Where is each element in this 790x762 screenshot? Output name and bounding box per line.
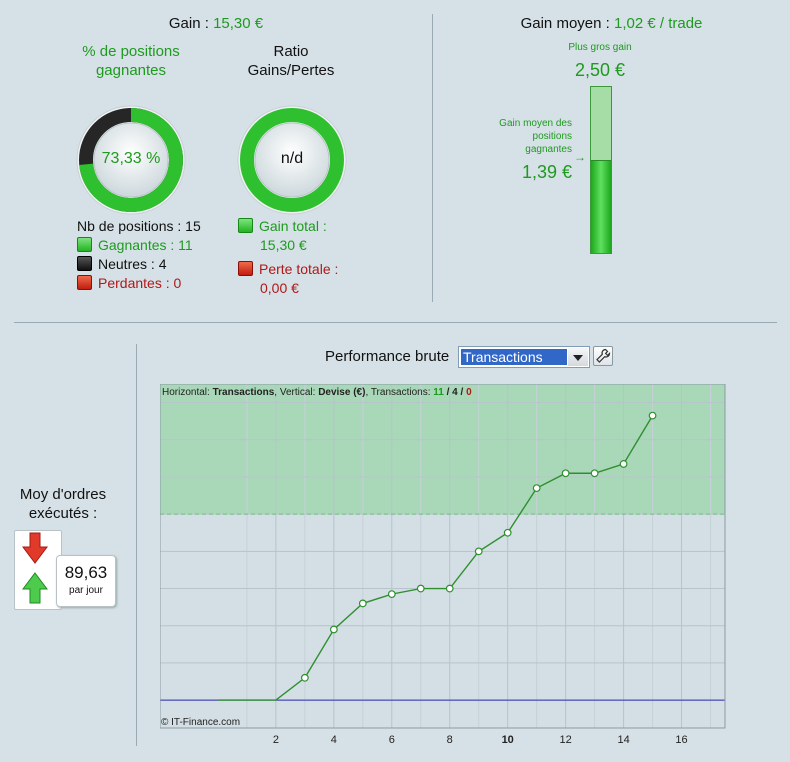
x-tick-label: 6 bbox=[389, 734, 395, 746]
avg-gain-bar bbox=[590, 86, 612, 254]
x-tick-label: 14 bbox=[617, 734, 629, 746]
gain-zone bbox=[160, 384, 725, 515]
data-point bbox=[648, 411, 657, 420]
orders-value: 89,63 bbox=[64, 563, 108, 582]
data-point bbox=[590, 469, 599, 478]
totals-legend: Gain total : 15,30 € Perte totale : 0,00… bbox=[238, 217, 338, 298]
x-tick-label: 2 bbox=[273, 734, 279, 746]
data-point bbox=[474, 547, 483, 556]
biggest-gain-label: Plus gros gain bbox=[568, 42, 632, 53]
legend-winning: Gagnantes : 11 bbox=[77, 236, 201, 255]
gain-total-value: 15,30 € bbox=[260, 237, 307, 253]
orders-label: Moy d'ordres exécutés : bbox=[19, 486, 107, 522]
x-tick-label: 10 bbox=[502, 734, 514, 746]
ratio-title: Ratio Gains/Pertes bbox=[247, 43, 335, 79]
avg-gain-bar-fill bbox=[591, 159, 611, 253]
loss-total: Perte totale : bbox=[238, 260, 338, 279]
plot-border bbox=[159, 383, 726, 729]
avg-winning-label: Gain moyen des positions gagnantes bbox=[499, 118, 572, 155]
positions-count: Nb de positions : 15 bbox=[77, 218, 201, 234]
gain-value: 15,30 € bbox=[213, 15, 264, 32]
wrench-icon[interactable] bbox=[593, 346, 613, 366]
select-value: Transactions bbox=[461, 349, 567, 365]
data-point bbox=[300, 673, 309, 682]
ratio-value: n/d bbox=[280, 150, 304, 167]
orders-value-box: 89,63 par jour bbox=[56, 555, 116, 607]
performance-chart-svg: 24681012141602468101214161015,3Horizonta… bbox=[159, 383, 756, 746]
gain-label: Gain : bbox=[168, 15, 214, 32]
arrow-up-icon bbox=[22, 572, 48, 609]
orders-unit: par jour bbox=[69, 585, 103, 596]
series-line bbox=[217, 415, 654, 701]
legend-neutral: Neutres : 4 bbox=[77, 255, 201, 274]
red-square-icon bbox=[77, 275, 92, 290]
transactions-select[interactable]: Transactions bbox=[458, 346, 590, 368]
gain-total: Gain total : bbox=[238, 217, 338, 236]
arrow-down-icon bbox=[22, 532, 48, 569]
arrow-right-icon: → bbox=[574, 150, 586, 164]
x-tick-label: 12 bbox=[560, 734, 572, 746]
copyright-text: © IT-Finance.com bbox=[161, 717, 240, 728]
data-point bbox=[387, 590, 396, 599]
biggest-gain-value: 2,50 € bbox=[574, 60, 626, 80]
avg-gain-value: 1,02 € / trade bbox=[613, 15, 703, 32]
legend-losing: Perdantes : 0 bbox=[77, 274, 201, 293]
green-square-icon bbox=[77, 237, 92, 252]
x-tick-label: 16 bbox=[675, 734, 687, 746]
avg-gain-summary: Gain moyen : 1,02 € / trade bbox=[520, 15, 703, 32]
data-point bbox=[532, 484, 541, 493]
performance-chart: 24681012141602468101214161015,3Horizonta… bbox=[159, 383, 756, 754]
black-square-icon bbox=[77, 256, 92, 271]
positions-legend: Nb de positions : 15 Gagnantes : 11 Neut… bbox=[77, 217, 201, 293]
data-point bbox=[416, 584, 425, 593]
gain-summary: Gain : 15,30 € bbox=[0, 15, 432, 32]
pct-winning-donut bbox=[76, 105, 186, 215]
top-divider bbox=[432, 14, 433, 302]
section-divider bbox=[14, 322, 777, 323]
bottom-divider bbox=[136, 344, 137, 746]
ratio-donut bbox=[237, 105, 347, 215]
data-point bbox=[358, 599, 367, 608]
loss-total-value: 0,00 € bbox=[260, 280, 299, 296]
data-point bbox=[619, 460, 628, 468]
green-square-icon bbox=[238, 218, 253, 233]
chart-info: Horizontal: Transactions, Vertical: Devi… bbox=[162, 387, 472, 398]
red-square-icon bbox=[238, 261, 253, 276]
x-tick-label: 8 bbox=[447, 734, 453, 746]
data-point bbox=[329, 625, 338, 634]
data-point bbox=[445, 584, 454, 593]
pct-winning-value: 73,33 % bbox=[101, 150, 161, 167]
data-point bbox=[503, 528, 512, 537]
data-point bbox=[561, 469, 570, 478]
x-tick-label: 4 bbox=[331, 734, 337, 746]
orders-widget: 89,63 par jour bbox=[14, 530, 120, 610]
perf-label: Performance brute bbox=[325, 348, 450, 365]
chevron-down-icon[interactable] bbox=[568, 348, 588, 366]
pct-winning-title: % de positions gagnantes bbox=[82, 43, 180, 79]
avg-winning-value: 1,39 € bbox=[521, 162, 572, 182]
